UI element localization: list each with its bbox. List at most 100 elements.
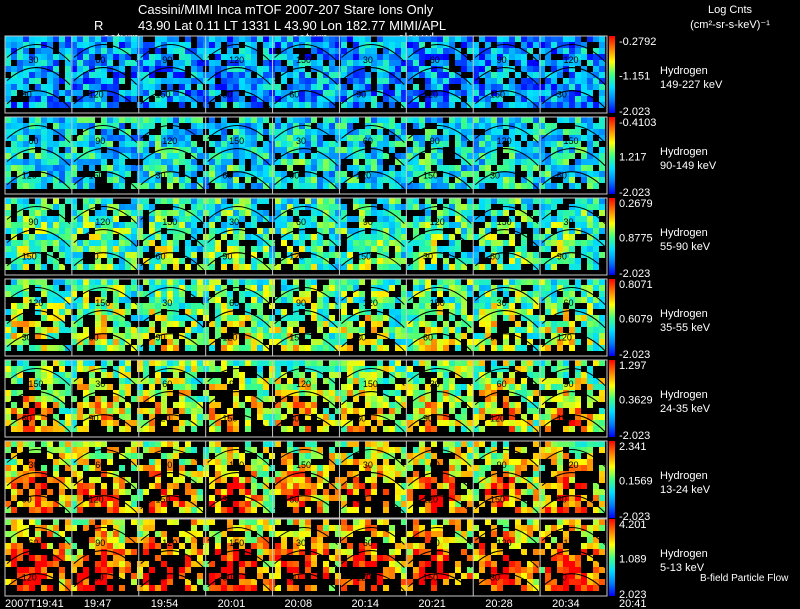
heatmap-cell [599,129,605,135]
heatmap-cell [47,372,53,378]
heatmap-cell [515,84,521,90]
panel-1: 3090601209015012030150603090601209015012… [5,36,605,108]
heatmap-cell [137,222,143,228]
heatmap-cell [575,402,581,408]
heatmap-cell [449,420,455,426]
heatmap-cell [53,390,59,396]
heatmap-cell [35,396,41,402]
heatmap-cell [125,171,131,177]
heatmap-cell [395,264,401,270]
heatmap-cell [53,78,59,84]
heatmap-cell [29,159,35,165]
heatmap-cell [137,228,143,234]
heatmap-cell [263,141,269,147]
heatmap-cell [149,42,155,48]
heatmap-cell [515,258,521,264]
heatmap-cell [491,78,497,84]
heatmap-cell [185,216,191,222]
heatmap-cell [191,402,197,408]
heatmap-cell [461,78,467,84]
heatmap-cell [77,183,83,189]
heatmap-cell [59,246,65,252]
heatmap-cell [545,228,551,234]
heatmap-cell [221,72,227,78]
heatmap-cell [329,36,335,42]
heatmap-cell [557,396,563,402]
heatmap-cell [581,360,587,366]
heatmap-cell [191,141,197,147]
heatmap-cell [311,165,317,171]
heatmap-cell [245,210,251,216]
heatmap-cell [53,240,59,246]
heatmap-cell [167,279,173,285]
heatmap-cell [479,384,485,390]
heatmap-cell [29,117,35,123]
contour-label: 120 [95,217,110,227]
heatmap-cell [563,390,569,396]
heatmap-cell [137,72,143,78]
heatmap-cell [311,258,317,264]
heatmap-cell [353,159,359,165]
heatmap-cell [317,198,323,204]
heatmap-cell [485,264,491,270]
heatmap-cell [305,198,311,204]
heatmap-cell [275,90,281,96]
heatmap-cell [257,240,263,246]
heatmap-cell [269,84,275,90]
heatmap-cell [413,90,419,96]
heatmap-cell [575,210,581,216]
heatmap-cell [239,153,245,159]
heatmap-cell [149,54,155,60]
heatmap-cell [359,291,365,297]
heatmap-cell [137,90,143,96]
heatmap-cell [89,264,95,270]
heatmap-cell [425,360,431,366]
heatmap-cell [53,123,59,129]
heatmap-cell [437,198,443,204]
heatmap-cell [233,372,239,378]
heatmap-cell [257,309,263,315]
heatmap-cell [383,135,389,141]
heatmap-cell [599,90,605,96]
heatmap-cell [263,360,269,366]
heatmap-cell [167,129,173,135]
heatmap-cell [185,54,191,60]
heatmap-cell [509,360,515,366]
heatmap-cell [47,384,53,390]
heatmap-cell [179,396,185,402]
heatmap-cell [53,60,59,66]
heatmap-cell [419,216,425,222]
heatmap-cell [383,258,389,264]
heatmap-cell [335,297,341,303]
heatmap-cell [581,315,587,321]
heatmap-cell [305,159,311,165]
heatmap-cell [137,177,143,183]
heatmap-cell [53,285,59,291]
heatmap-cell [305,426,311,432]
heatmap-cell [329,165,335,171]
heatmap-cell [155,183,161,189]
heatmap-cell [419,321,425,327]
heatmap-cell [77,123,83,129]
heatmap-cell [245,84,251,90]
heatmap-cell [233,210,239,216]
heatmap-cell [311,183,317,189]
heatmap-cell [389,216,395,222]
heatmap-cell [521,147,527,153]
heatmap-cell [113,372,119,378]
contour-label: 120 [363,298,378,308]
heatmap-cell [47,297,53,303]
contour-label: 150 [95,298,110,308]
heatmap-cell [5,48,11,54]
heatmap-cell [503,48,509,54]
heatmap-cell [5,60,11,66]
heatmap-cell [251,360,257,366]
heatmap-cell [419,345,425,351]
heatmap-cell [323,216,329,222]
heatmap-cell [323,366,329,372]
heatmap-cell [11,36,17,42]
heatmap-cell [299,291,305,297]
heatmap-cell [257,183,263,189]
heatmap-cell [515,291,521,297]
heatmap-cell [395,390,401,396]
